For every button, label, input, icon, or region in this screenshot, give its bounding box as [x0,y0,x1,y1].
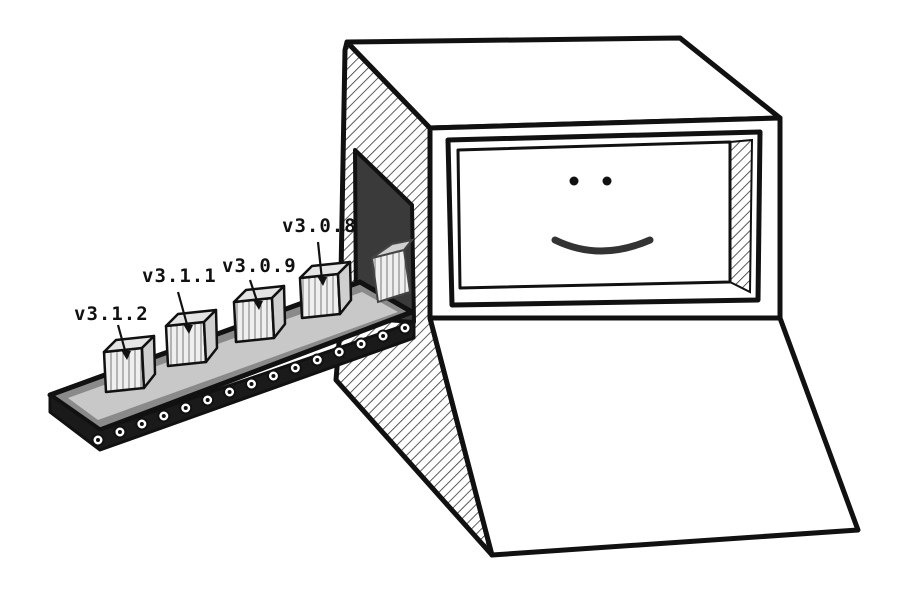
roller [135,417,149,431]
roller [223,385,237,399]
belt-rollers [91,321,412,447]
screen-edge [729,138,754,294]
crate-v3.1.2: v3.1.2 [74,303,157,394]
roller [332,345,346,359]
roller [201,393,215,407]
smiley-face-icon [551,176,654,255]
arrow-head [183,324,193,334]
arrow-head [121,350,131,360]
roller [179,401,193,415]
crate-side [202,308,219,364]
roller [288,361,302,375]
crate-side [270,284,287,340]
roller [354,337,368,351]
crate-v3.0.8: v3.0.8 [282,215,357,320]
arrow-head [253,300,263,310]
computer-machine [333,35,861,558]
version-label: v3.0.9 [222,255,297,277]
arrow-head [317,276,327,286]
roller [266,369,280,383]
crate-side [140,334,157,390]
roller [398,321,412,335]
crate-front [232,296,276,344]
machine-body [427,315,861,558]
version-label: v3.0.8 [282,215,357,237]
package-crates: v3.1.2 v3.1.1 v3.0.9 v3.0.8 [74,215,357,394]
entering-crate [370,238,415,304]
smile [551,236,654,255]
version-label: v3.1.1 [142,265,217,287]
roller [376,329,390,343]
entering-crate-front [370,248,412,304]
version-label: v3.1.2 [74,303,149,325]
label-arrow [316,241,324,281]
left-eye [569,176,579,186]
belt-stripe [68,292,398,420]
label-arrow [176,291,190,329]
roller [113,425,127,439]
right-eye [602,176,612,186]
screen [456,140,732,290]
label-arrow [116,324,128,355]
crate-v3.1.1: v3.1.1 [142,265,219,368]
roller [245,377,258,391]
roller [91,433,105,447]
roller [157,409,171,423]
entering-crate-top [371,238,415,259]
label-arrow [248,279,260,305]
roller [310,353,324,367]
crate-side [336,260,353,316]
crate-v3.0.9: v3.0.9 [222,255,297,344]
